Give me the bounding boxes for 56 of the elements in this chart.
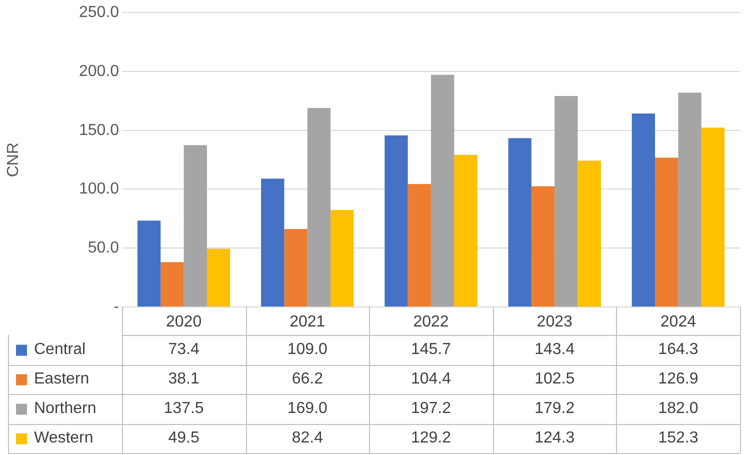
bar — [701, 128, 725, 306]
legend-label: Western — [34, 430, 94, 447]
x-tick-label: 2022 — [413, 313, 449, 330]
data-label: 109.0 — [287, 341, 328, 358]
bar — [384, 135, 408, 306]
y-axis-title: CNR — [5, 142, 22, 178]
x-tick-label: 2023 — [536, 313, 572, 330]
data-label: 182.0 — [658, 400, 698, 418]
data-label: 152.3 — [658, 430, 698, 447]
y-tick-label: 200.0 — [78, 62, 120, 80]
data-label: 38.1 — [168, 370, 200, 388]
bar — [408, 184, 431, 306]
y-tick-label: 50.0 — [88, 240, 120, 257]
bar — [454, 154, 478, 306]
legend-label: Northern — [34, 400, 96, 418]
y-tick-label: 250.0 — [78, 4, 120, 22]
y-tick-label: 150.0 — [78, 122, 120, 139]
y-tick-label: 100.0 — [78, 180, 120, 198]
data-label: 102.5 — [534, 370, 575, 388]
data-label: 126.9 — [658, 370, 698, 388]
bar — [508, 138, 532, 306]
legend-label: Eastern — [34, 370, 90, 388]
data-label: 145.7 — [410, 341, 452, 358]
data-label: 66.2 — [292, 370, 324, 388]
data-label: 104.4 — [410, 370, 452, 388]
x-tick-label: 2021 — [290, 313, 326, 330]
data-label: 197.2 — [410, 400, 452, 418]
x-tick-label: 2024 — [660, 313, 696, 330]
data-label: 124.3 — [534, 430, 575, 447]
bar — [554, 96, 578, 306]
bar — [578, 160, 601, 306]
bar — [632, 114, 656, 306]
bar — [330, 210, 354, 306]
bar — [307, 108, 331, 306]
data-label: 49.5 — [168, 430, 200, 447]
data-label: 73.4 — [168, 341, 200, 358]
data-label: 82.4 — [292, 430, 324, 447]
bar — [655, 158, 678, 306]
bar — [531, 186, 555, 306]
data-label: 143.4 — [534, 341, 575, 358]
x-tick-label: 2020 — [166, 313, 202, 330]
data-label: 137.5 — [164, 400, 204, 418]
bar — [678, 92, 702, 306]
data-label: 179.2 — [534, 400, 575, 418]
y-tick-label: - — [114, 298, 119, 316]
data-label: 129.2 — [410, 430, 452, 447]
bar — [261, 178, 284, 306]
data-label: 164.3 — [658, 341, 698, 358]
bar — [284, 229, 308, 306]
data-label: 169.0 — [287, 400, 328, 418]
bar — [137, 220, 161, 306]
bar — [184, 145, 207, 306]
bar — [160, 262, 184, 306]
bar — [206, 248, 230, 306]
legend-label: Central — [34, 341, 86, 358]
bar — [431, 74, 454, 306]
